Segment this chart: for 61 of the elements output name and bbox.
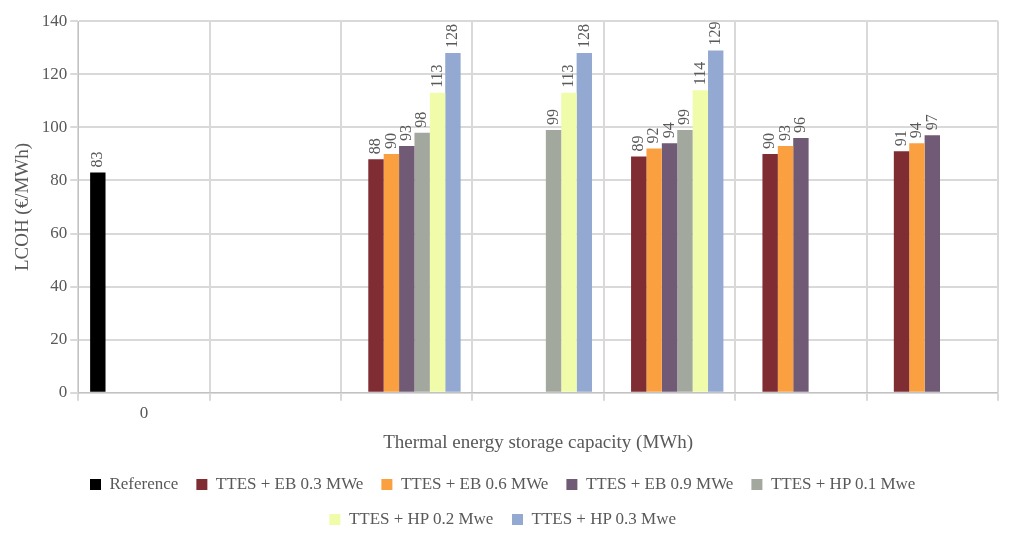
y-tick-label: 40 (50, 276, 68, 296)
legend-label: Reference (109, 473, 179, 493)
bar (90, 172, 106, 392)
bar (445, 53, 461, 392)
data-label: 93 (775, 124, 793, 141)
bar (677, 130, 693, 392)
bar (646, 148, 662, 392)
legend-label: TTES + HP 0.2 Mwe (348, 508, 494, 528)
bar (399, 145, 415, 392)
bar (777, 145, 794, 392)
data-label: 98 (412, 111, 430, 128)
y-tick-label: 100 (41, 116, 68, 136)
y-tick-label: 60 (50, 223, 68, 243)
data-label: 89 (628, 135, 646, 152)
data-label: 113 (427, 64, 445, 88)
data-label: 88 (366, 138, 384, 155)
bar (383, 153, 400, 392)
data-label: 91 (891, 130, 909, 147)
data-label: 99 (543, 109, 561, 126)
bar (793, 137, 809, 392)
data-label: 129 (705, 21, 723, 46)
data-label: 94 (907, 122, 925, 139)
bar (368, 159, 384, 392)
legend-label: TTES + EB 0.9 MWe (585, 473, 734, 493)
data-label: 83 (88, 151, 106, 168)
bar (414, 132, 430, 392)
data-label: 113 (559, 64, 577, 88)
bar (429, 92, 446, 392)
bar (545, 130, 562, 392)
data-label: 92 (644, 127, 662, 144)
bar (631, 156, 647, 392)
y-tick-label: 0 (58, 382, 68, 402)
y-tick-label: 140 (41, 10, 68, 30)
data-label: 96 (791, 116, 809, 133)
x-axis-title: Thermal energy storage capacity (MWh) (383, 430, 694, 453)
y-tick-label: 80 (50, 169, 68, 189)
data-label: 94 (659, 122, 677, 139)
y-tick-label: 120 (41, 63, 68, 83)
legend-label: TTES + HP 0.3 Mwe (531, 508, 676, 528)
bar (909, 143, 925, 392)
legend-label: TTES + EB 0.6 MWe (400, 473, 549, 493)
bar (762, 153, 778, 392)
bar (893, 151, 910, 392)
data-label: 99 (675, 109, 693, 126)
data-label: 90 (760, 132, 778, 149)
data-label: 97 (922, 114, 940, 131)
legend-label: TTES + HP 0.1 Mwe (770, 473, 916, 493)
data-label: 90 (381, 132, 399, 149)
legend-label: TTES + EB 0.3 MWe (215, 473, 364, 493)
bar (708, 50, 724, 392)
data-label: 93 (396, 124, 414, 141)
bar (561, 92, 577, 392)
y-axis-title: LCOH (€/MWh) (11, 142, 34, 272)
bar (692, 90, 709, 392)
bar (661, 143, 678, 392)
data-label: 128 (574, 24, 592, 49)
data-label: 128 (443, 24, 461, 49)
y-tick-label: 20 (50, 329, 68, 349)
data-label: 114 (690, 61, 708, 86)
bar (924, 135, 940, 392)
bar (576, 53, 593, 392)
